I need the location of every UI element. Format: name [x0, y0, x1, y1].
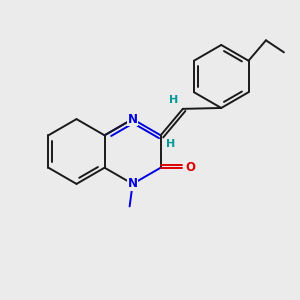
Text: H: H: [166, 139, 175, 149]
Text: H: H: [169, 95, 178, 106]
Text: N: N: [128, 112, 138, 126]
Text: N: N: [128, 177, 138, 190]
Text: O: O: [185, 161, 195, 174]
